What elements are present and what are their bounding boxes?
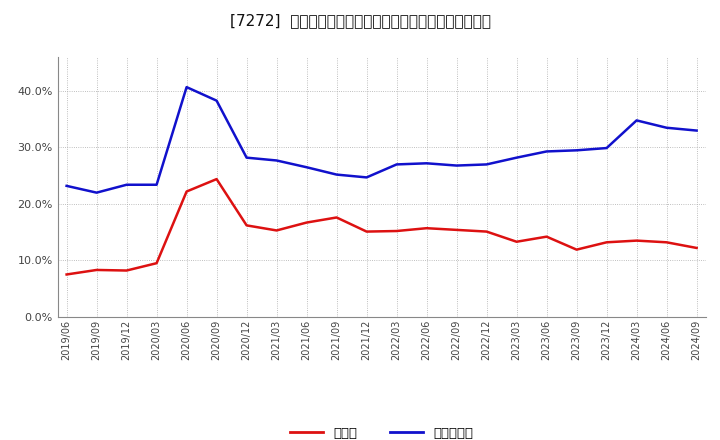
Legend: 現頰金, 有利子負債: 現頰金, 有利子負債 [284,422,479,440]
Text: [7272]  現頰金、有利子負債の総資産に対する比率の推移: [7272] 現頰金、有利子負債の総資産に対する比率の推移 [230,13,490,28]
